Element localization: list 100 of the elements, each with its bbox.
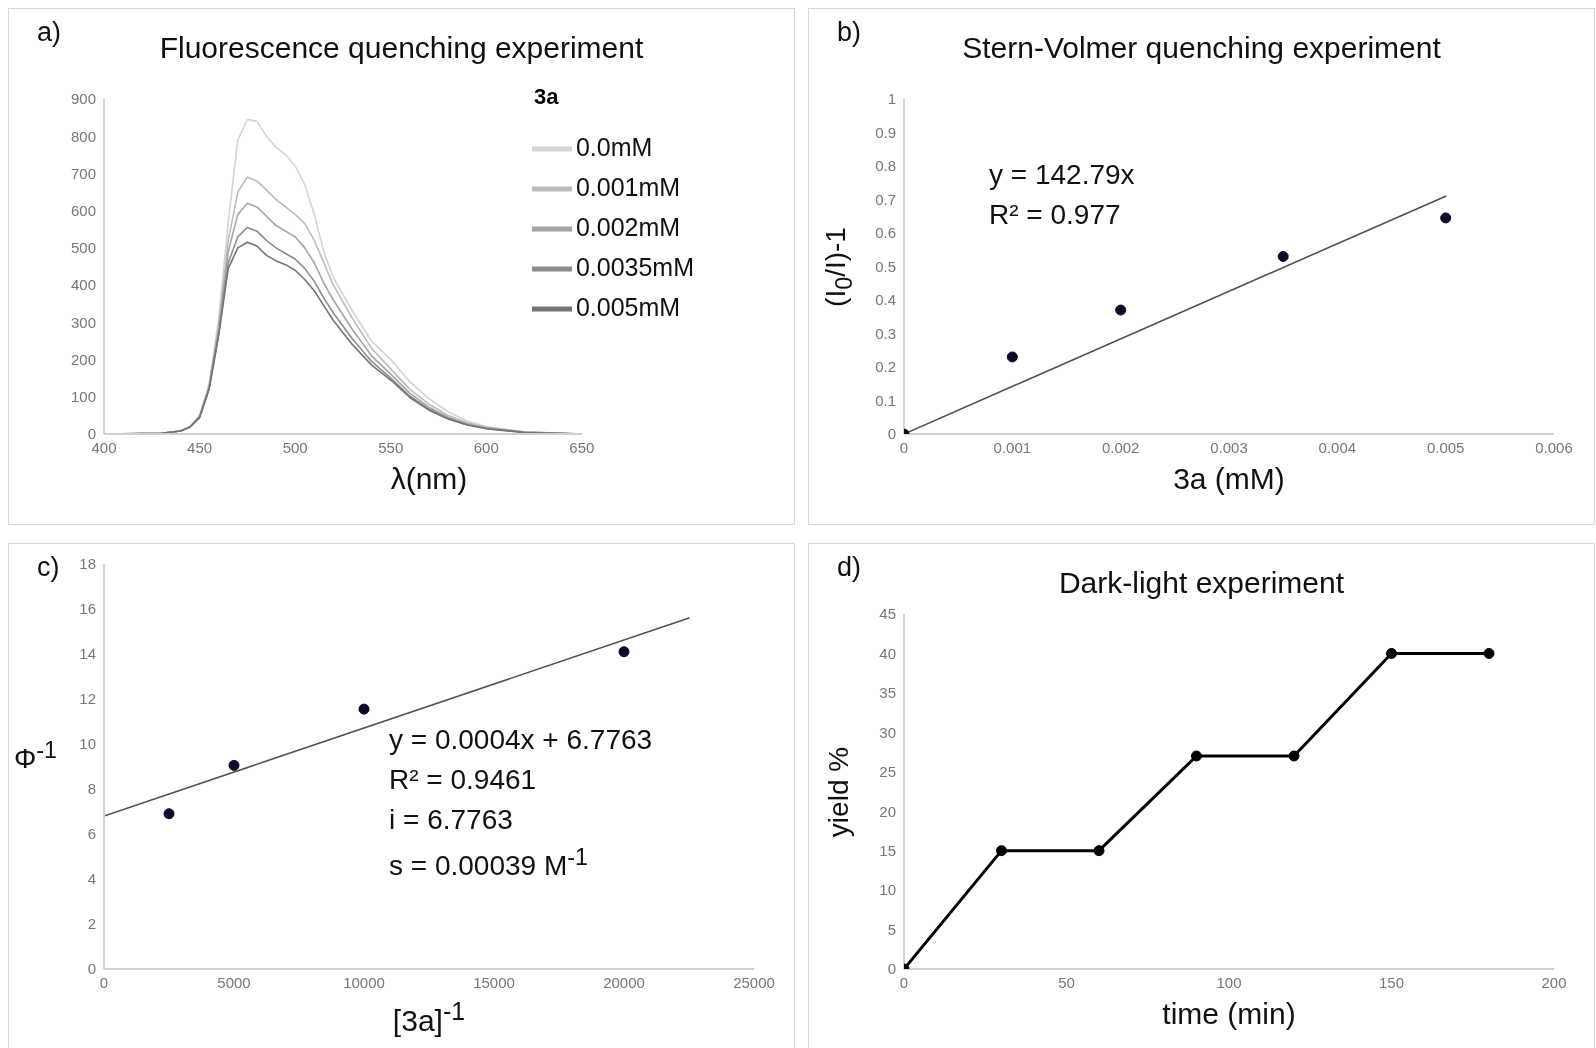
x-axis-title: [3a]$^{-1}$ xyxy=(391,997,467,1038)
y-tick-label: 12 xyxy=(79,690,96,708)
x-tick-label: 0.006 xyxy=(1535,438,1573,456)
y-tick-label: 300 xyxy=(70,313,96,331)
y-tick-label: 0.9 xyxy=(875,123,896,141)
text: b) xyxy=(837,17,862,48)
y-tick-label: 800 xyxy=(70,127,96,145)
y-tick-label: 600 xyxy=(70,201,96,219)
y-tick-label: 10 xyxy=(879,881,896,899)
point xyxy=(1277,250,1289,262)
y-tick-label: 0.4 xyxy=(875,291,896,309)
x-axis-title: time (min) xyxy=(1161,997,1297,1031)
x-tick-label: 550 xyxy=(378,438,404,456)
legend-label: 0.002mM xyxy=(575,212,681,241)
legend-label: 0.0035mM xyxy=(575,252,694,281)
y-tick-label: 0.8 xyxy=(875,157,896,175)
x-tick-label: 150 xyxy=(1378,973,1405,991)
point xyxy=(1006,351,1018,363)
annotation: R² = 0.977 xyxy=(989,199,1121,231)
y-tick-label: 2 xyxy=(87,915,96,933)
legend-label: 0.0mM xyxy=(575,132,653,161)
y-tick-label: 400 xyxy=(70,276,96,294)
point xyxy=(996,845,1007,857)
legend-title: 3a xyxy=(534,84,559,110)
x-tick-label: 0.002 xyxy=(1101,438,1140,456)
x-tick-label: 50 xyxy=(1058,973,1075,991)
y-tick-label: 100 xyxy=(70,388,96,406)
y-tick-label: 35 xyxy=(879,684,896,702)
text: a) xyxy=(37,17,62,48)
point xyxy=(1093,845,1105,857)
y-tick-label: 900 xyxy=(70,90,96,108)
chart-title: Stern-Volmer quenching experiment xyxy=(962,31,1441,64)
x-tick-label: 0.004 xyxy=(1318,438,1357,456)
point xyxy=(1288,750,1300,762)
x-tick-label: 5000 xyxy=(217,973,251,991)
x-tick-label: 0.001 xyxy=(993,438,1032,456)
y-tick-label: 0.6 xyxy=(875,224,896,242)
point xyxy=(358,703,370,715)
point xyxy=(1440,212,1452,224)
y-tick-label: 0.7 xyxy=(875,190,896,208)
y-tick-label: 8 xyxy=(87,780,96,798)
legend-label: 0.001mM xyxy=(575,172,681,201)
x-tick-label: 100 xyxy=(1216,973,1242,991)
x-tick-label: 25000 xyxy=(733,973,775,991)
y-tick-label: 5 xyxy=(887,920,896,938)
y-tick-label: 16 xyxy=(79,600,96,618)
x-tick-label: 650 xyxy=(569,438,595,456)
x-tick-label: 10000 xyxy=(343,973,385,991)
y-tick-label: 25 xyxy=(879,763,896,781)
y-tick-label: 6 xyxy=(87,825,96,843)
point xyxy=(618,646,630,658)
annotation: i = 6.7763 xyxy=(389,804,513,836)
y-tick-label: 0.2 xyxy=(875,358,896,376)
x-axis-title: λ(nm) xyxy=(389,462,469,496)
point xyxy=(228,759,240,771)
x-tick-label: 0 xyxy=(99,973,109,991)
y-tick-label: 0 xyxy=(887,425,896,443)
text: c) xyxy=(37,552,60,583)
x-tick-label: 0 xyxy=(899,438,909,456)
chart-title: Fluorescence quenching experiment xyxy=(159,31,644,64)
x-tick-label: 15000 xyxy=(473,973,515,991)
y-axis-title: yield % xyxy=(823,746,855,837)
x-tick-label: 0.003 xyxy=(1210,438,1248,456)
y-tick-label: 0.3 xyxy=(875,324,896,342)
x-tick-label: 20000 xyxy=(603,973,645,991)
y-tick-label: 1 xyxy=(887,90,896,108)
annotation: y = 142.79x xyxy=(989,159,1135,191)
x-tick-label: 0 xyxy=(899,973,909,991)
x-tick-label: 200 xyxy=(1541,973,1567,991)
x-tick-label: 500 xyxy=(282,438,308,456)
x-axis-title: 3a (mM) xyxy=(1172,462,1286,496)
x-tick-label: 450 xyxy=(187,438,213,456)
y-tick-label: 10 xyxy=(79,735,96,753)
y-tick-label: 200 xyxy=(70,350,96,368)
y-tick-label: 40 xyxy=(879,644,896,662)
y-tick-label: 30 xyxy=(879,723,896,741)
y-tick-label: 45 xyxy=(879,605,896,623)
annotation: R² = 0.9461 xyxy=(389,764,537,796)
y-tick-label: 20 xyxy=(879,802,896,820)
annotation: y = 0.0004x + 6.7763 xyxy=(389,724,653,756)
y-tick-label: 0.5 xyxy=(875,257,896,275)
point xyxy=(163,808,175,820)
y-tick-label: 4 xyxy=(87,870,96,888)
y-tick-label: 500 xyxy=(70,239,96,257)
point xyxy=(1115,304,1127,316)
y-tick-label: 0 xyxy=(887,960,896,978)
y-tick-label: 15 xyxy=(879,841,896,859)
y-tick-label: 14 xyxy=(79,645,96,663)
x-tick-label: 600 xyxy=(473,438,499,456)
y-tick-label: 0 xyxy=(87,960,96,978)
point xyxy=(1191,750,1202,762)
point xyxy=(1483,647,1495,659)
y-tick-label: 0 xyxy=(87,425,96,443)
y-axis-title: Φ$^{-1}$ xyxy=(14,736,58,775)
annotation: s = 0.00039 M$^{-1}$ xyxy=(389,844,588,883)
x-tick-label: 0.005 xyxy=(1426,438,1465,456)
y-tick-label: 700 xyxy=(70,164,96,182)
text: d) xyxy=(837,552,862,583)
legend-label: 0.005mM xyxy=(575,292,681,321)
y-tick-label: 18 xyxy=(79,555,96,573)
